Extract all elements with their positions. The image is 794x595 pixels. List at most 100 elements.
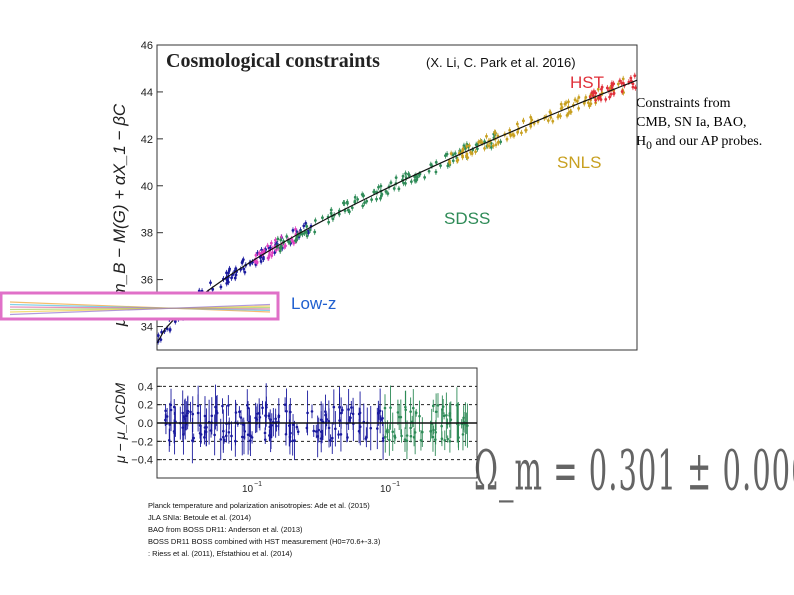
residual-point xyxy=(234,411,238,414)
residual-point xyxy=(215,411,219,415)
data-point xyxy=(305,225,309,228)
data-point xyxy=(600,87,603,91)
data-point xyxy=(631,85,635,89)
residual-point xyxy=(192,436,195,440)
residual-point xyxy=(185,414,188,417)
data-point xyxy=(577,106,581,110)
data-point xyxy=(546,119,550,122)
data-point xyxy=(353,199,357,203)
residual-point xyxy=(169,408,173,412)
residual-point xyxy=(168,423,172,426)
data-point xyxy=(565,113,569,117)
data-point xyxy=(511,133,515,136)
legend-lowz: Low-z xyxy=(291,294,336,313)
reference-item: : Riess et al. (2011), Efstathiou et al.… xyxy=(148,549,293,558)
data-point xyxy=(575,99,579,103)
data-point xyxy=(594,91,598,95)
residual-point xyxy=(227,404,230,407)
result-panel: Ω_m = 0.301 ± 0.006, w = -1.054 ± 0.025 xyxy=(474,376,794,576)
residual-tick-label: −0.4 xyxy=(131,455,153,467)
data-point xyxy=(439,164,442,168)
data-point xyxy=(331,217,335,221)
residual-point xyxy=(191,412,195,416)
data-point xyxy=(520,131,523,135)
residual-point xyxy=(349,416,352,420)
data-point xyxy=(620,81,624,85)
residual-point xyxy=(436,404,440,407)
data-point xyxy=(631,82,635,86)
residual-point xyxy=(315,430,318,433)
residual-point xyxy=(191,439,194,442)
data-point xyxy=(477,140,481,144)
data-point xyxy=(434,160,438,164)
residual-point xyxy=(334,427,337,431)
residual-point xyxy=(434,410,438,414)
residual-point xyxy=(268,418,272,421)
data-point xyxy=(397,187,401,191)
data-point xyxy=(465,144,469,148)
note-line-1: Constraints from xyxy=(636,96,731,111)
residual-point xyxy=(397,415,401,419)
residual-point xyxy=(230,434,233,438)
data-point xyxy=(443,154,447,158)
data-point xyxy=(294,227,297,231)
residual-point xyxy=(203,414,207,418)
residual-point xyxy=(339,411,343,415)
data-point xyxy=(467,144,471,148)
data-point xyxy=(612,82,616,86)
data-point xyxy=(259,260,263,263)
residual-point xyxy=(383,435,387,439)
data-point xyxy=(255,260,259,264)
residual-point xyxy=(196,404,200,408)
data-point xyxy=(329,208,333,212)
data-point xyxy=(451,159,455,163)
residual-point xyxy=(283,403,287,407)
data-point xyxy=(610,84,614,88)
data-point xyxy=(521,119,525,123)
residual-point xyxy=(255,412,259,415)
residual-point xyxy=(341,408,344,412)
residual-point xyxy=(411,406,415,410)
data-point xyxy=(370,198,374,202)
data-point xyxy=(361,204,365,208)
data-point xyxy=(556,115,560,119)
data-point xyxy=(394,176,398,180)
note-line-3b: and our AP probes. xyxy=(651,134,763,149)
data-point xyxy=(591,94,595,98)
data-point xyxy=(258,251,261,255)
data-point xyxy=(464,146,467,150)
residual-point xyxy=(239,416,243,419)
data-point xyxy=(515,122,519,126)
residual-point xyxy=(357,429,361,433)
data-point xyxy=(345,200,349,204)
residual-point xyxy=(287,424,291,427)
residual-point xyxy=(445,413,448,417)
residual-point xyxy=(222,435,225,439)
residual-point xyxy=(329,439,332,442)
data-point xyxy=(321,216,324,220)
data-point xyxy=(254,253,258,257)
data-point xyxy=(274,238,277,242)
data-point xyxy=(342,201,345,205)
data-point xyxy=(596,87,600,91)
data-point xyxy=(362,194,365,198)
data-point xyxy=(225,271,228,275)
data-point xyxy=(448,161,452,165)
data-point xyxy=(589,102,593,106)
reference-item: BAO from BOSS DR11: Anderson et al. (201… xyxy=(148,525,303,534)
data-point xyxy=(346,208,350,212)
residual-point xyxy=(263,438,267,441)
data-point xyxy=(620,90,624,93)
y-tick-label: 36 xyxy=(141,275,153,287)
data-point xyxy=(402,181,406,185)
legend-hst: HST xyxy=(570,73,604,92)
data-point xyxy=(416,175,419,179)
data-point xyxy=(377,185,380,189)
y-tick-label: 34 xyxy=(141,322,153,334)
y-tick-label: 46 xyxy=(141,40,153,52)
residual-point xyxy=(431,404,435,408)
data-point xyxy=(227,271,230,275)
data-point xyxy=(474,143,478,147)
residual-point xyxy=(330,436,334,440)
data-point xyxy=(577,96,581,99)
